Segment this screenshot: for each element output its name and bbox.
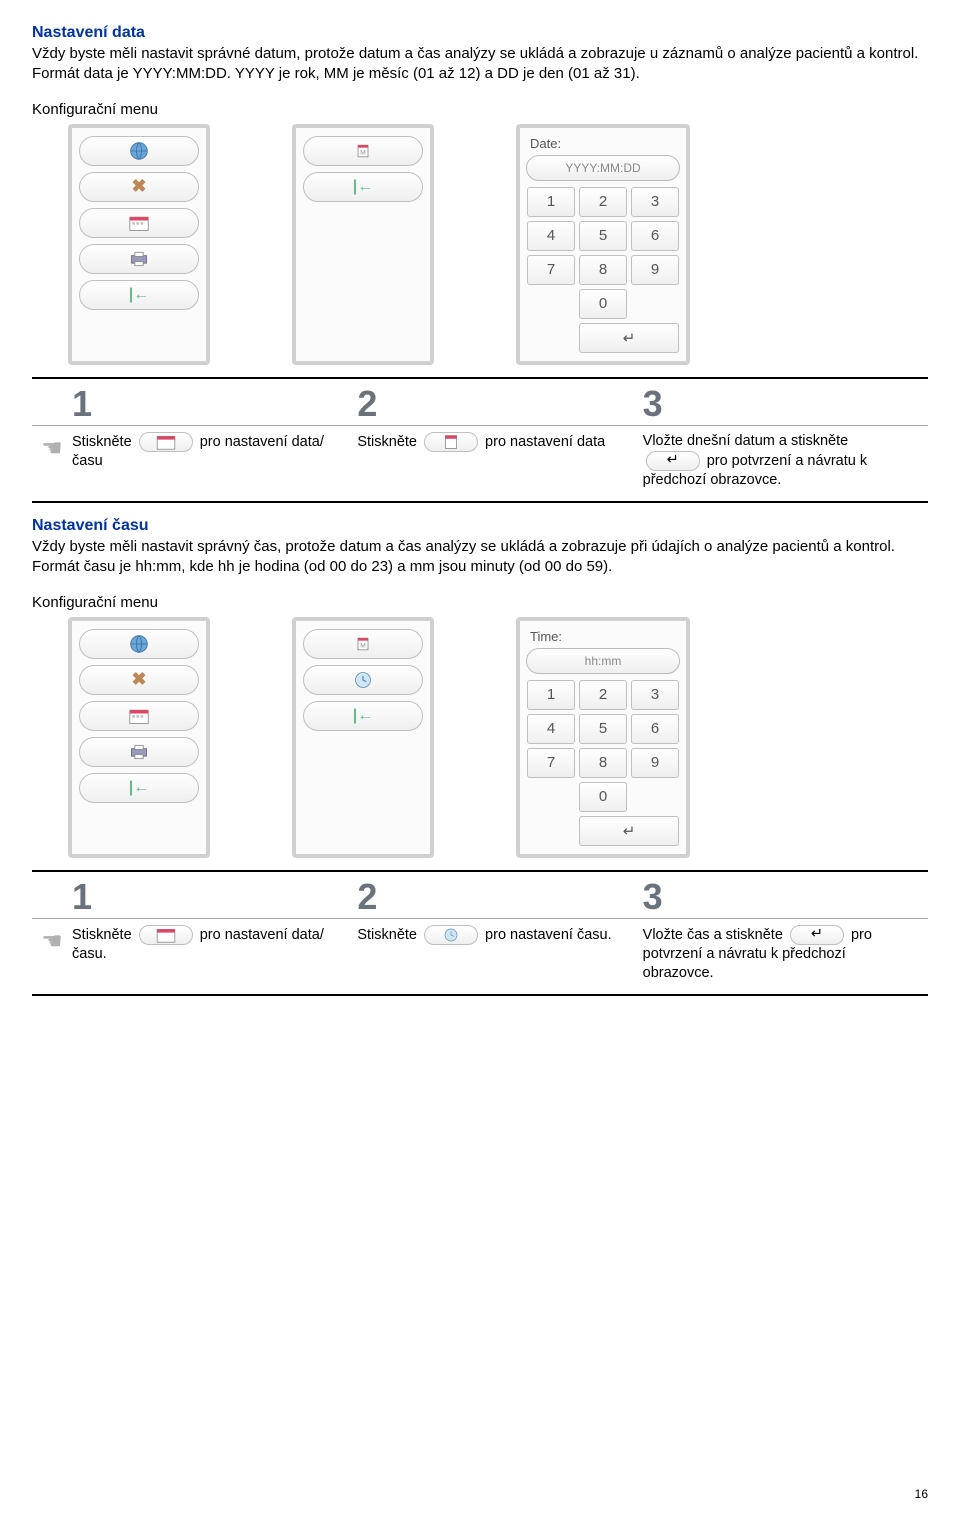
time-config-label: Konfigurační menu	[32, 594, 928, 611]
step-2-text: Stiskněte pro nastavení data	[357, 432, 642, 492]
step-1-text: Stiskněte pro nastavení data/času	[72, 432, 357, 492]
calendar-icon	[129, 707, 149, 725]
page-number: 16	[915, 1487, 928, 1501]
key-6[interactable]: 6	[631, 221, 679, 251]
inline-datetime-icon	[139, 925, 193, 945]
key-5[interactable]: 5	[579, 714, 627, 744]
step-3-text: Vložte čas a stiskněte ↵ pro potvrzení a…	[643, 925, 928, 985]
key-0[interactable]: 0	[579, 782, 627, 812]
key-enter[interactable]: ↵	[579, 323, 679, 353]
calendar-icon: M	[353, 142, 373, 160]
step-num-3: 3	[643, 379, 928, 425]
svg-text:M: M	[360, 149, 366, 156]
key-5[interactable]: 5	[579, 221, 627, 251]
date-body: Vždy byste měli nastavit správné datum, …	[32, 44, 928, 85]
back-button-main[interactable]: |←	[79, 773, 199, 803]
inline-date-icon	[424, 432, 478, 452]
menu-panel-sub: M |←	[292, 124, 434, 365]
inline-enter-icon: ↵	[790, 925, 844, 945]
back-button-main[interactable]: |←	[79, 280, 199, 310]
menu-panel-main: ✖ |←	[68, 124, 210, 365]
date-config-label: Konfigurační menu	[32, 101, 928, 118]
keypad-display: YYYY:MM:DD	[526, 155, 680, 181]
inline-enter-icon: ↵	[646, 451, 700, 471]
key-3[interactable]: 3	[631, 680, 679, 710]
key-enter[interactable]: ↵	[579, 816, 679, 846]
print-button[interactable]	[79, 737, 199, 767]
time-body: Vždy byste měli nastavit správný čas, pr…	[32, 537, 928, 578]
inline-datetime-icon	[139, 432, 193, 452]
key-3[interactable]: 3	[631, 187, 679, 217]
tools-button[interactable]: ✖	[79, 172, 199, 202]
key-0[interactable]: 0	[579, 289, 627, 319]
printer-icon	[129, 743, 149, 761]
key-1[interactable]: 1	[527, 187, 575, 217]
date-button[interactable]: M	[303, 629, 423, 659]
x-icon: ✖	[131, 176, 146, 197]
back-button-sub[interactable]: |←	[303, 172, 423, 202]
key-2[interactable]: 2	[579, 680, 627, 710]
date-steps: 1 2 3 ☚ Stiskněte pro nastavení data/čas…	[32, 377, 928, 504]
step-num-2: 2	[357, 872, 642, 918]
key-4[interactable]: 4	[527, 221, 575, 251]
x-icon: ✖	[131, 669, 146, 690]
keypad-title: Date:	[526, 136, 680, 151]
back-icon: |←	[353, 707, 373, 725]
calendar-icon: M	[353, 635, 373, 653]
key-7[interactable]: 7	[527, 255, 575, 285]
step-1-text: Stiskněte pro nastavení data/času.	[72, 925, 357, 985]
date-keypad: Date: YYYY:MM:DD 1 2 3 4 5 6 7 8 9 0 ↵	[516, 124, 690, 365]
key-1[interactable]: 1	[527, 680, 575, 710]
key-6[interactable]: 6	[631, 714, 679, 744]
hand-icon: ☚	[41, 434, 63, 463]
key-9[interactable]: 9	[631, 255, 679, 285]
lang-button[interactable]	[79, 136, 199, 166]
datetime-button[interactable]	[79, 701, 199, 731]
back-icon: |←	[129, 779, 149, 797]
date-button[interactable]: M	[303, 136, 423, 166]
time-button[interactable]	[303, 665, 423, 695]
back-button-sub[interactable]: |←	[303, 701, 423, 731]
inline-clock-icon	[424, 925, 478, 945]
key-8[interactable]: 8	[579, 255, 627, 285]
step-num-3: 3	[643, 872, 928, 918]
calendar-icon	[129, 214, 149, 232]
menu-panel-sub-2: M |←	[292, 617, 434, 858]
key-4[interactable]: 4	[527, 714, 575, 744]
date-title: Nastavení data	[32, 24, 928, 42]
printer-icon	[129, 250, 149, 268]
keypad-title: Time:	[526, 629, 680, 644]
lang-button[interactable]	[79, 629, 199, 659]
step-num-1: 1	[72, 872, 357, 918]
keypad-display: hh:mm	[526, 648, 680, 674]
time-title: Nastavení času	[32, 517, 928, 535]
globe-icon	[129, 634, 149, 654]
datetime-button[interactable]	[79, 208, 199, 238]
time-steps: 1 2 3 ☚ Stiskněte pro nastavení data/čas…	[32, 870, 928, 997]
step-3-text: Vložte dnešní datum a stiskněte ↵ pro po…	[643, 432, 928, 492]
key-8[interactable]: 8	[579, 748, 627, 778]
back-icon: |←	[353, 178, 373, 196]
tools-button[interactable]: ✖	[79, 665, 199, 695]
hand-icon: ☚	[41, 927, 63, 956]
back-icon: |←	[129, 286, 149, 304]
date-menu-row: ✖ |← M |← Date: YYYY:MM:DD 1 2 3 4 5 6 7…	[32, 124, 928, 365]
step-2-text: Stiskněte pro nastavení času.	[357, 925, 642, 985]
step-num-2: 2	[357, 379, 642, 425]
print-button[interactable]	[79, 244, 199, 274]
key-9[interactable]: 9	[631, 748, 679, 778]
time-menu-row: ✖ |← M |← Time: hh:mm 1 2 3 4 5 6 7 8 9	[32, 617, 928, 858]
menu-panel-main-2: ✖ |←	[68, 617, 210, 858]
step-num-1: 1	[72, 379, 357, 425]
key-2[interactable]: 2	[579, 187, 627, 217]
svg-text:M: M	[360, 642, 366, 649]
globe-icon	[129, 141, 149, 161]
key-7[interactable]: 7	[527, 748, 575, 778]
time-keypad: Time: hh:mm 1 2 3 4 5 6 7 8 9 0 ↵	[516, 617, 690, 858]
clock-icon	[353, 670, 373, 690]
